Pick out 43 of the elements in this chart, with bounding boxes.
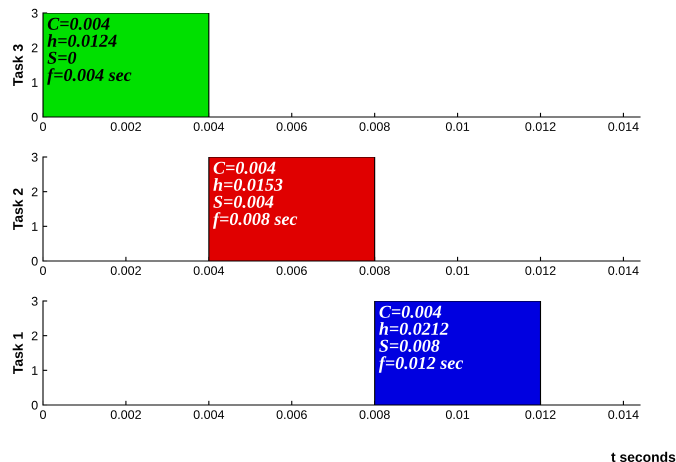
- x-tick-label: 0.002: [110, 266, 141, 276]
- y-tick-label: 3: [32, 296, 38, 306]
- y-tick-label: 0: [32, 256, 38, 266]
- x-axis-title: t seconds: [611, 452, 676, 462]
- x-tick-label: 0: [40, 122, 46, 132]
- annotation: C=0.004 h=0.0124 S=0 f=0.004 sec: [47, 18, 132, 85]
- y-axis-title: Task 1: [12, 332, 23, 374]
- annotation: C=0.004 h=0.0153 S=0.004 f=0.008 sec: [213, 162, 298, 229]
- y-tick-label: 2: [32, 331, 38, 340]
- x-tick-label: 0.008: [360, 266, 390, 276]
- y-tick-label: 1: [32, 78, 38, 87]
- x-tick-label: 0.004: [194, 122, 224, 132]
- x-tick-label: 0.006: [276, 266, 307, 276]
- x-tick-label: 0.01: [446, 410, 470, 420]
- y-axis-title: Task 2: [12, 188, 23, 230]
- x-tick-label: 0.008: [360, 410, 390, 420]
- y-axis-title: Task 3: [12, 44, 23, 86]
- x-tick-label: 0.014: [608, 266, 639, 276]
- y-tick-label: 1: [32, 366, 38, 375]
- x-tick-label: 0.004: [194, 410, 224, 420]
- y-tick-label: 3: [32, 152, 38, 162]
- x-tick-label: 0.006: [276, 410, 307, 420]
- x-tick-label: 0.01: [446, 266, 470, 276]
- x-tick-label: 0.01: [446, 122, 470, 132]
- x-tick-label: 0.008: [360, 122, 390, 132]
- annotation: C=0.004 h=0.0212 S=0.008 f=0.012 sec: [378, 306, 464, 373]
- y-tick-label: 0: [32, 400, 38, 410]
- y-tick-label: 2: [32, 187, 38, 196]
- y-tick-label: 3: [32, 8, 38, 18]
- y-tick-label: 0: [32, 112, 38, 122]
- x-tick-label: 0.002: [110, 410, 141, 420]
- x-tick-label: 0.014: [608, 122, 639, 132]
- x-tick-label: 0: [40, 266, 46, 276]
- y-tick-label: 2: [32, 43, 38, 52]
- x-tick-label: 0.012: [525, 266, 556, 276]
- x-tick-label: 0.002: [110, 122, 141, 132]
- x-tick-label: 0.014: [608, 410, 639, 420]
- x-tick-label: 0.012: [525, 122, 556, 132]
- x-tick-label: 0.004: [194, 266, 224, 276]
- x-tick-label: 0: [40, 410, 46, 420]
- x-tick-label: 0.012: [525, 410, 556, 420]
- x-tick-label: 0.006: [276, 122, 307, 132]
- y-tick-label: 1: [32, 222, 38, 231]
